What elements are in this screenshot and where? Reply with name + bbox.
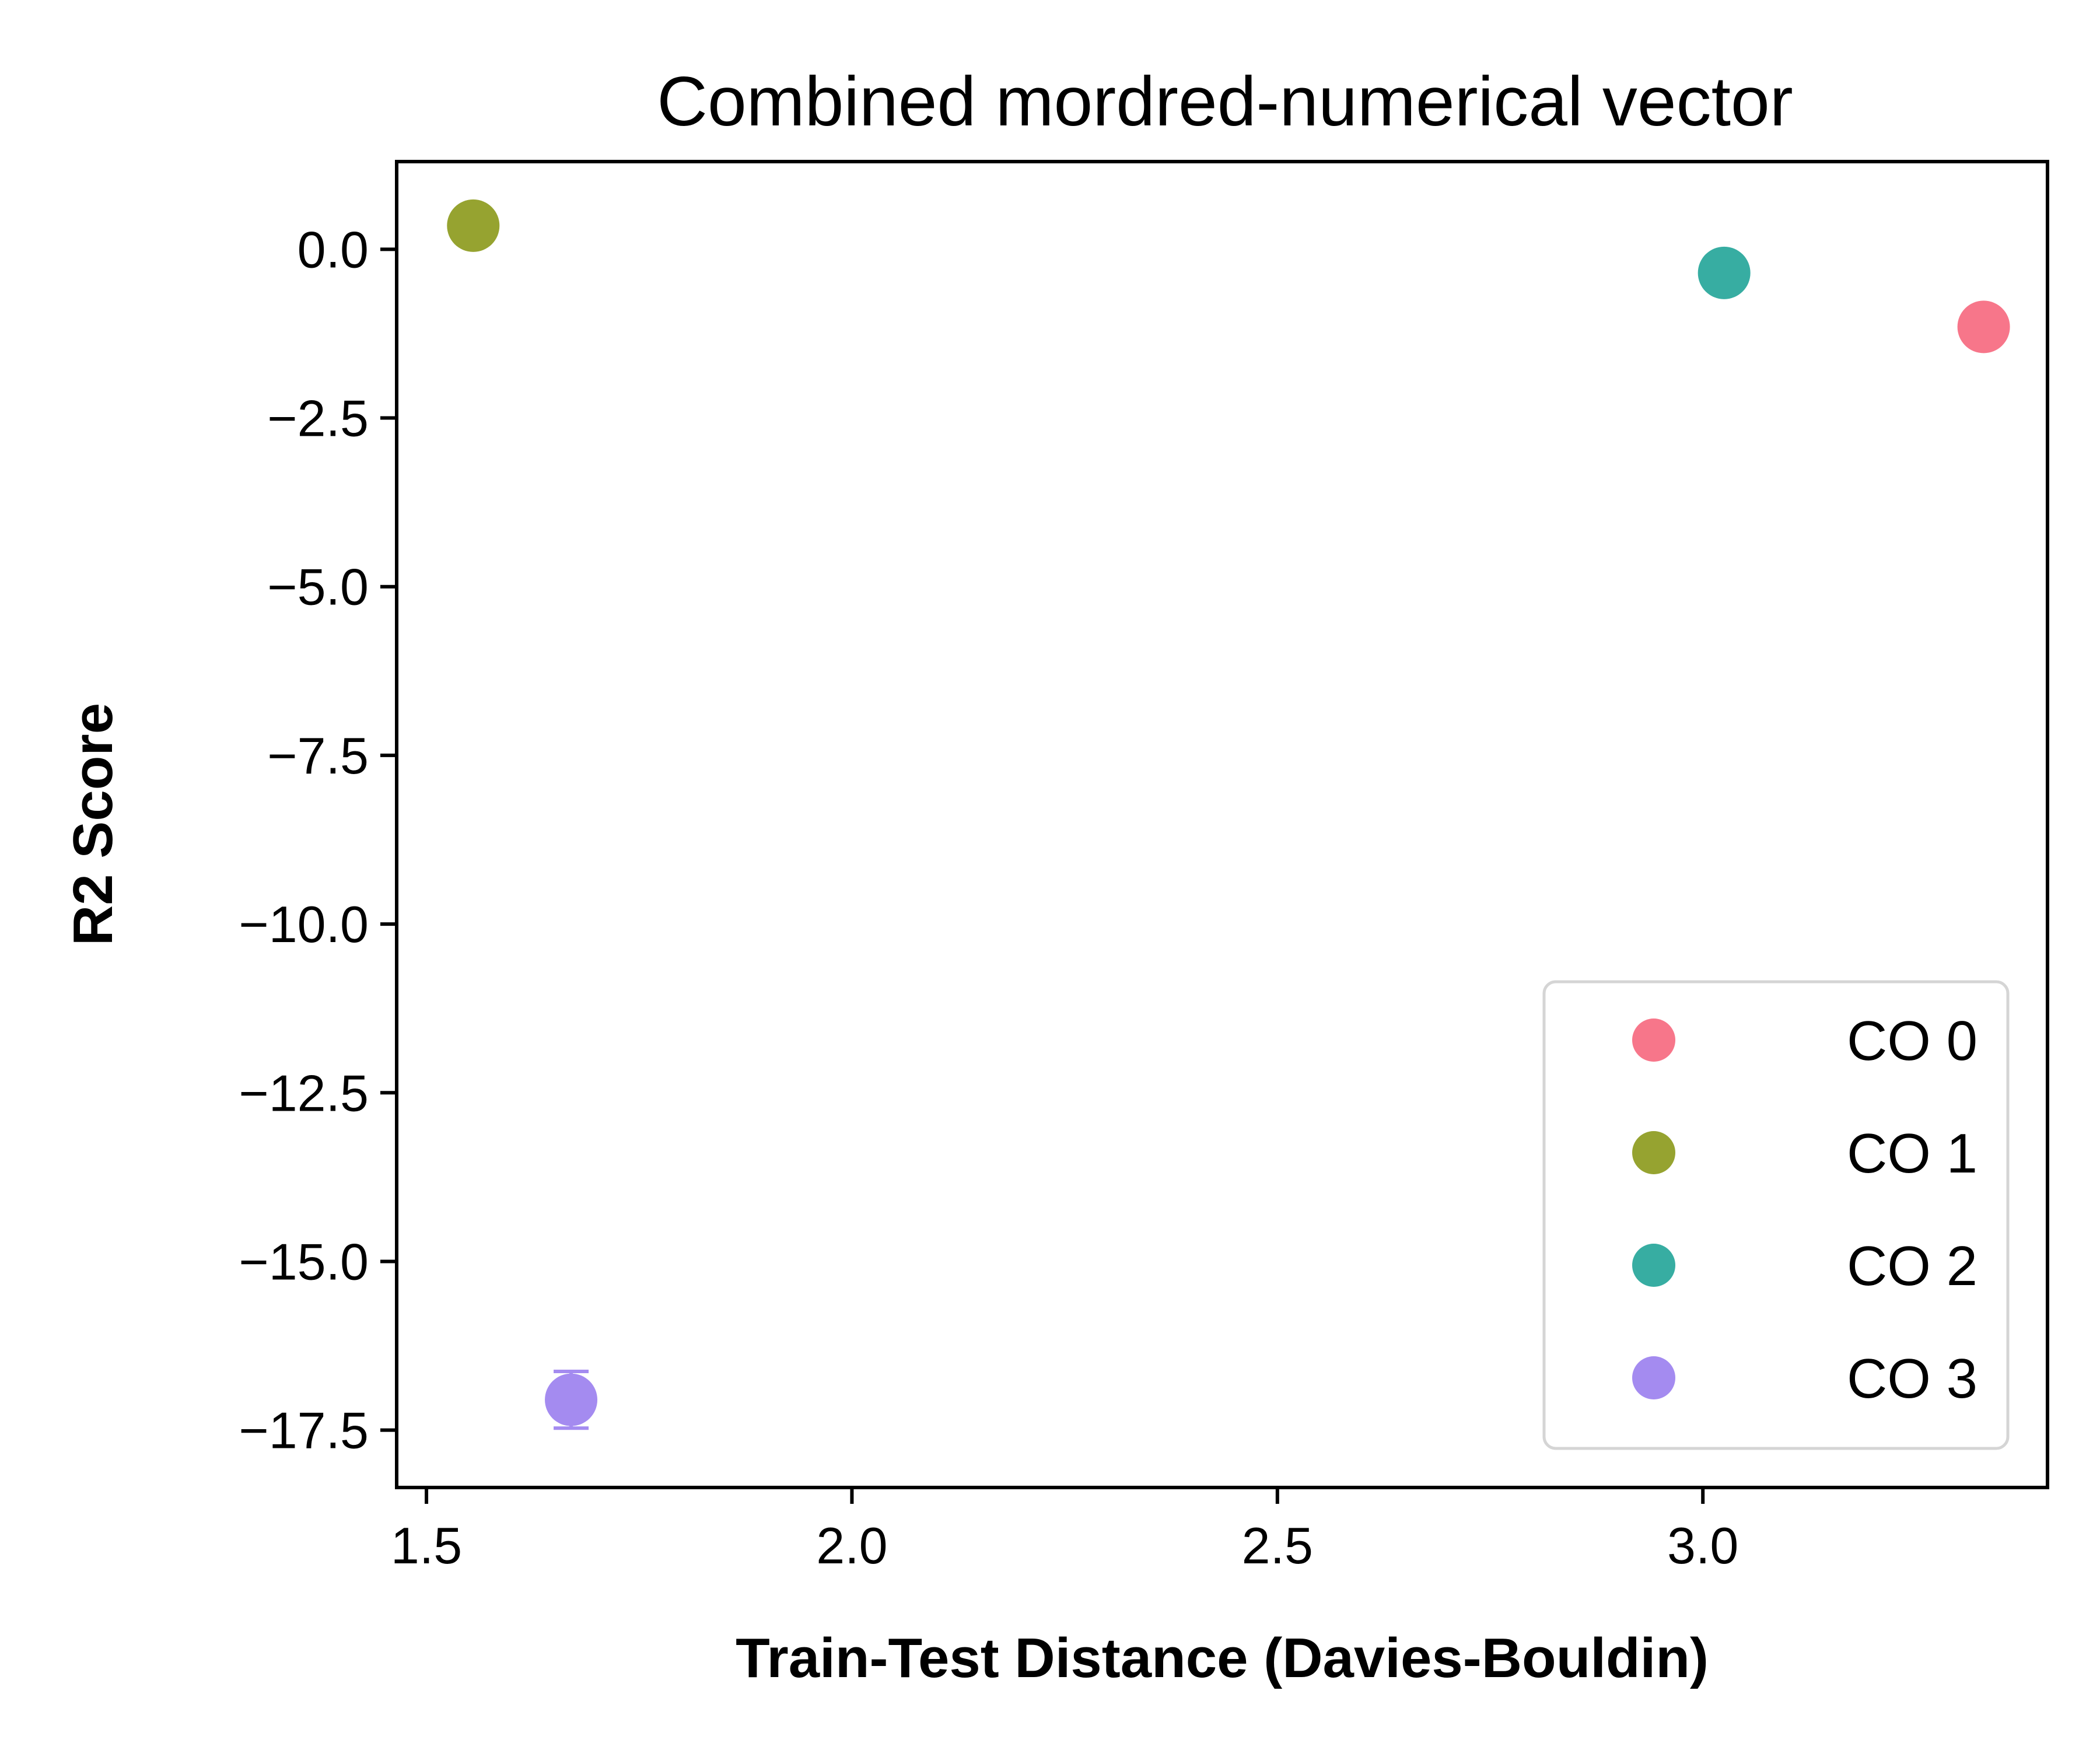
legend-marker-2: [1632, 1244, 1675, 1287]
legend-box: [1542, 980, 2010, 1450]
y-tick-label: −12.5: [239, 1064, 369, 1122]
y-tick-label: −5.0: [267, 558, 369, 616]
x-axis: 1.5 2.0 2.5 3.0: [391, 1488, 1738, 1574]
legend-marker-3: [1632, 1356, 1675, 1399]
y-tick-label: −7.5: [267, 727, 369, 785]
legend: CO 0 CO 1 CO 2 CO 3: [1542, 980, 2010, 1450]
legend-marker-0: [1632, 1019, 1675, 1062]
y-tick-label: −17.5: [239, 1402, 369, 1460]
plot-area-frame: [395, 160, 2049, 1489]
y-axis-label: R2 Score: [62, 703, 124, 946]
y-tick-label: 0.0: [298, 220, 369, 278]
legend-marker-1: [1632, 1131, 1675, 1174]
y-tick-label: −10.0: [239, 895, 369, 953]
legend-label-3: CO 3: [1847, 1348, 1978, 1410]
y-tick-label: −2.5: [267, 390, 369, 447]
legend-label-2: CO 2: [1847, 1235, 1978, 1297]
data-point-1: [447, 199, 500, 252]
x-tick-label: 2.5: [1242, 1517, 1313, 1574]
data-point-3: [545, 1373, 598, 1426]
y-axis: 0.0 −2.5 −5.0 −7.5 −10.0 −12.5 −15.0 −17.5: [239, 220, 397, 1460]
y-tick-label: −15.0: [239, 1233, 369, 1290]
chart-title: Combined mordred-numerical vector: [657, 62, 1793, 141]
x-axis-label: Train-Test Distance (Davies-Bouldin): [736, 1627, 1709, 1689]
x-tick-label: 1.5: [391, 1517, 462, 1574]
legend-label-0: CO 0: [1847, 1010, 1978, 1072]
legend-label-1: CO 1: [1847, 1122, 1978, 1185]
data-point-0: [1957, 300, 2010, 354]
x-tick-label: 2.0: [816, 1517, 887, 1574]
data-point-2: [1698, 246, 1751, 299]
x-tick-label: 3.0: [1667, 1517, 1738, 1574]
data-points: [447, 199, 2010, 1430]
